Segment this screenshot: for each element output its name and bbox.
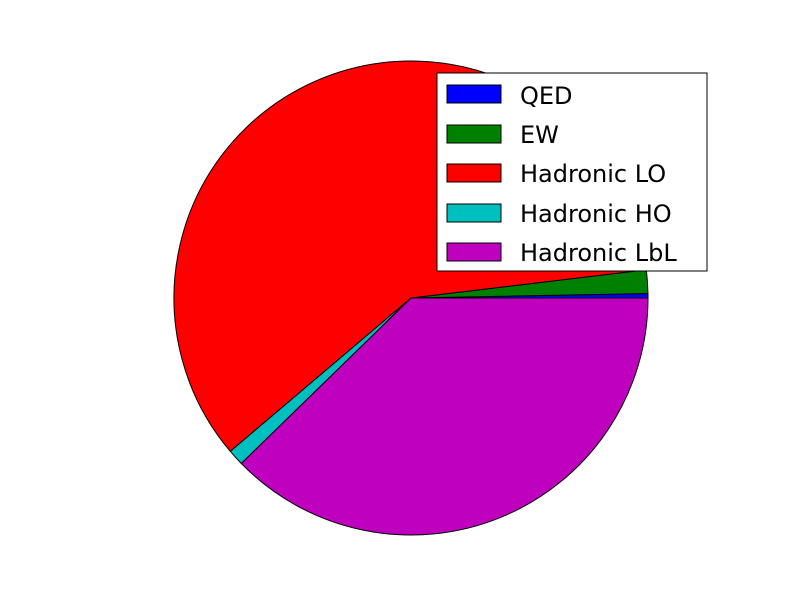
legend-label-hadronic-lo: Hadronic LO [520,160,666,188]
legend-entry-hadronic-ho: Hadronic HO [446,200,672,228]
legend-label-hadronic-ho: Hadronic HO [520,200,672,228]
legend-swatch-qed [446,84,502,104]
legend-swatch-hadronic-ho [446,203,502,223]
legend-label-qed: QED [520,82,573,110]
legend-entry-qed: QED [446,82,573,110]
legend-label-hadronic-lbl: Hadronic LbL [520,239,677,267]
legend-swatch-ew [446,124,502,144]
legend-entry-ew: EW [446,121,559,149]
legend-entry-hadronic-lo: Hadronic LO [446,160,666,188]
legend: QED EW Hadronic LO Hadronic HO Hadronic … [436,72,708,272]
legend-entry-hadronic-lbl: Hadronic LbL [446,239,677,267]
legend-swatch-hadronic-lo [446,163,502,183]
legend-label-ew: EW [520,121,559,149]
pie-slice-hadronic-lbl [240,297,649,536]
legend-swatch-hadronic-lbl [446,242,502,262]
